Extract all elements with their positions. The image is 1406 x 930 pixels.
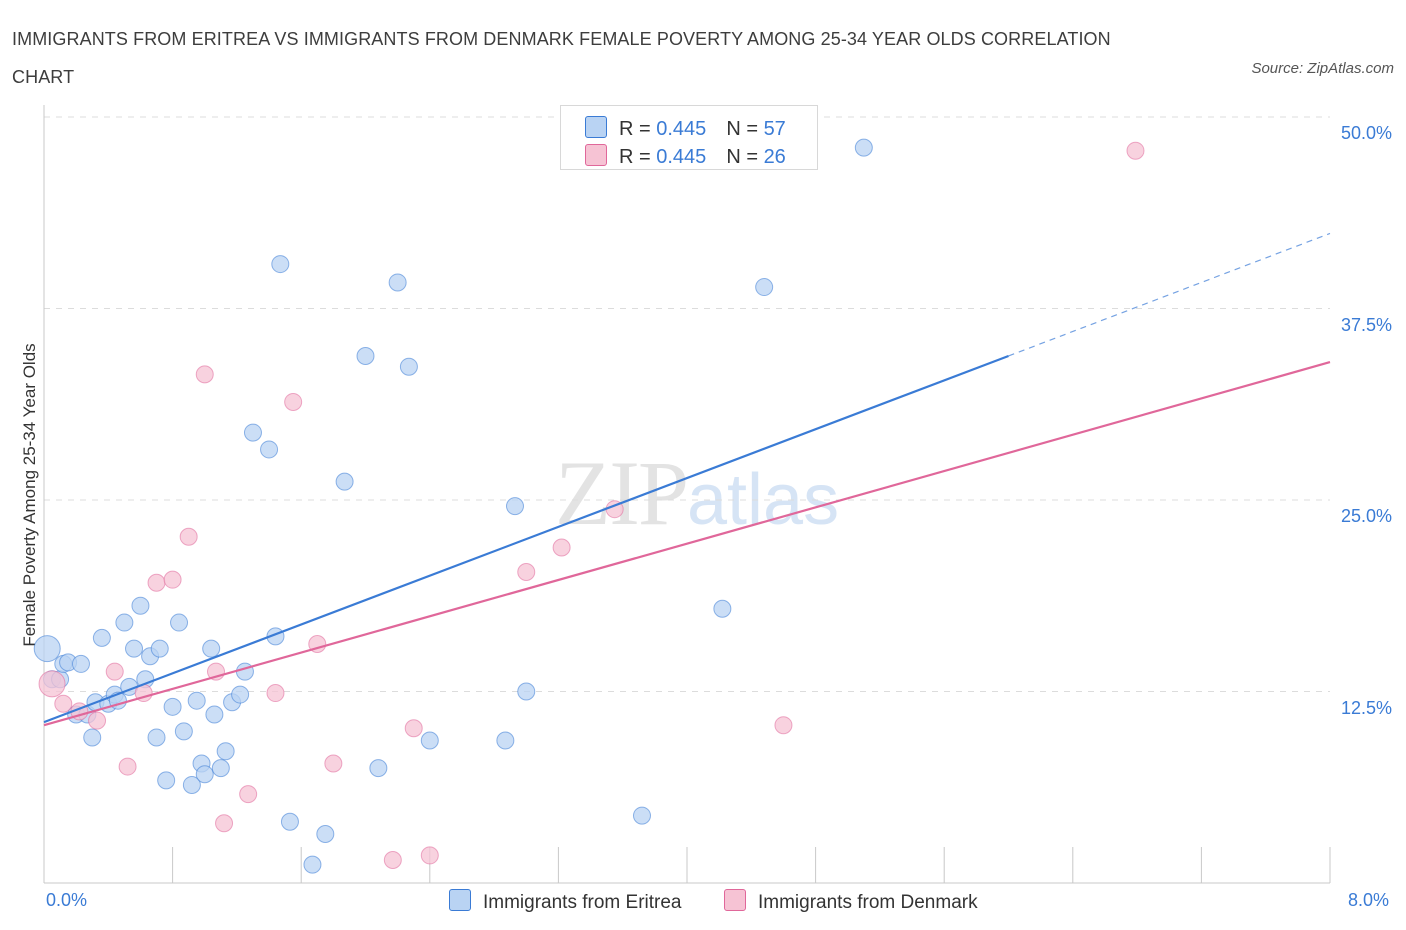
- eritrea-trendline: [43, 354, 1009, 724]
- denmark-point: [774, 716, 793, 735]
- legend-r-value: 0.445: [656, 118, 707, 140]
- denmark-point: [266, 684, 285, 703]
- eritrea-point: [150, 639, 169, 658]
- eritrea-point: [174, 722, 193, 741]
- denmark-point: [179, 527, 198, 546]
- eritrea-point: [755, 278, 774, 297]
- eritrea-point: [163, 697, 182, 716]
- legend-n-label: N =: [726, 146, 764, 168]
- denmark-point: [383, 851, 402, 870]
- zipatlas-watermark: ZIPatlas: [555, 440, 839, 546]
- denmark-point: [552, 538, 571, 557]
- eritrea-point: [115, 613, 134, 632]
- denmark-point: [404, 719, 423, 738]
- eritrea-point: [420, 731, 439, 750]
- eritrea-point: [211, 759, 230, 778]
- x-tick-min: 0.0%: [46, 890, 88, 910]
- denmark-point: [105, 662, 124, 681]
- eritrea-point: [505, 497, 524, 516]
- eritrea-point: [92, 628, 111, 647]
- y-tick-12-5: 12.5%: [1340, 698, 1392, 718]
- eritrea-point: [195, 765, 214, 784]
- eritrea-point: [157, 771, 176, 790]
- eritrea-point: [33, 635, 61, 663]
- eritrea-point: [187, 691, 206, 710]
- denmark-point: [324, 754, 343, 773]
- legend-n-value: 57: [763, 118, 786, 140]
- denmark-point: [215, 814, 234, 833]
- eritrea-point: [205, 705, 224, 724]
- denmark-point: [147, 573, 166, 592]
- denmark-point: [420, 846, 439, 865]
- denmark-point: [54, 694, 73, 713]
- y-tick-25: 25.0%: [1340, 506, 1392, 526]
- eritrea-trendline-extension: [1008, 232, 1331, 357]
- eritrea-point: [83, 728, 102, 747]
- watermark-zip: ZIP: [555, 442, 689, 544]
- denmark-point: [195, 365, 214, 384]
- denmark-point: [118, 757, 137, 776]
- bottom-legend-denmark-label: Immigrants from Denmark: [758, 892, 978, 913]
- denmark-point: [1126, 141, 1145, 160]
- eritrea-point: [316, 824, 335, 843]
- legend-row-denmark: R = 0.445 N = 26: [585, 144, 786, 172]
- bottom-legend-eritrea: Immigrants from Eritrea: [449, 889, 681, 914]
- eritrea-point: [71, 654, 90, 673]
- y-tick-50: 50.0%: [1340, 123, 1392, 143]
- y-tick-37-5: 37.5%: [1340, 315, 1392, 335]
- eritrea-point: [260, 440, 279, 459]
- denmark-point: [517, 563, 536, 582]
- eritrea-point: [271, 255, 290, 274]
- eritrea-point: [216, 742, 235, 761]
- legend-n-value: 26: [763, 146, 786, 168]
- bottom-legend-eritrea-label: Immigrants from Eritrea: [483, 892, 682, 913]
- denmark-trendline: [43, 361, 1331, 727]
- eritrea-point: [369, 759, 388, 778]
- bottom-legend-denmark: Immigrants from Denmark: [724, 889, 978, 914]
- denmark-swatch-icon: [585, 144, 607, 166]
- legend-n-label: N =: [726, 118, 764, 140]
- eritrea-point: [517, 682, 536, 701]
- eritrea-point: [231, 685, 250, 704]
- x-tick-max: 8.0%: [1348, 890, 1390, 910]
- eritrea-point: [496, 731, 515, 750]
- eritrea-point: [125, 639, 144, 658]
- denmark-point: [38, 670, 66, 698]
- eritrea-point: [854, 138, 873, 157]
- eritrea-point: [632, 806, 651, 825]
- denmark-point: [284, 392, 303, 411]
- source-label: Source: ZipAtlas.com: [1251, 60, 1394, 77]
- eritrea-point: [713, 599, 732, 618]
- eritrea-point: [356, 346, 375, 365]
- eritrea-point: [235, 662, 254, 681]
- eritrea-point: [388, 273, 407, 292]
- denmark-point: [239, 785, 258, 804]
- eritrea-point: [131, 596, 150, 615]
- eritrea-swatch-icon: [585, 116, 607, 138]
- legend-r-value: 0.445: [656, 146, 707, 168]
- eritrea-point: [147, 728, 166, 747]
- eritrea-point: [170, 613, 189, 632]
- denmark-point: [88, 711, 107, 730]
- denmark-point: [163, 570, 182, 589]
- eritrea-point: [182, 775, 201, 794]
- eritrea-point: [243, 423, 262, 442]
- legend-r-label: R =: [619, 146, 657, 168]
- eritrea-point: [280, 812, 299, 831]
- denmark-legend-icon: [724, 889, 746, 911]
- eritrea-point: [202, 639, 221, 658]
- eritrea-point: [303, 855, 322, 874]
- eritrea-point: [399, 357, 418, 376]
- eritrea-legend-icon: [449, 889, 471, 911]
- legend-r-label: R =: [619, 118, 657, 140]
- chart-title: IMMIGRANTS FROM ERITREA VS IMMIGRANTS FR…: [12, 29, 1111, 87]
- legend-row-eritrea: R = 0.445 N = 57: [585, 116, 786, 144]
- eritrea-point: [335, 472, 354, 491]
- stats-legend: R = 0.445 N = 57 R = 0.445 N = 26: [560, 105, 818, 170]
